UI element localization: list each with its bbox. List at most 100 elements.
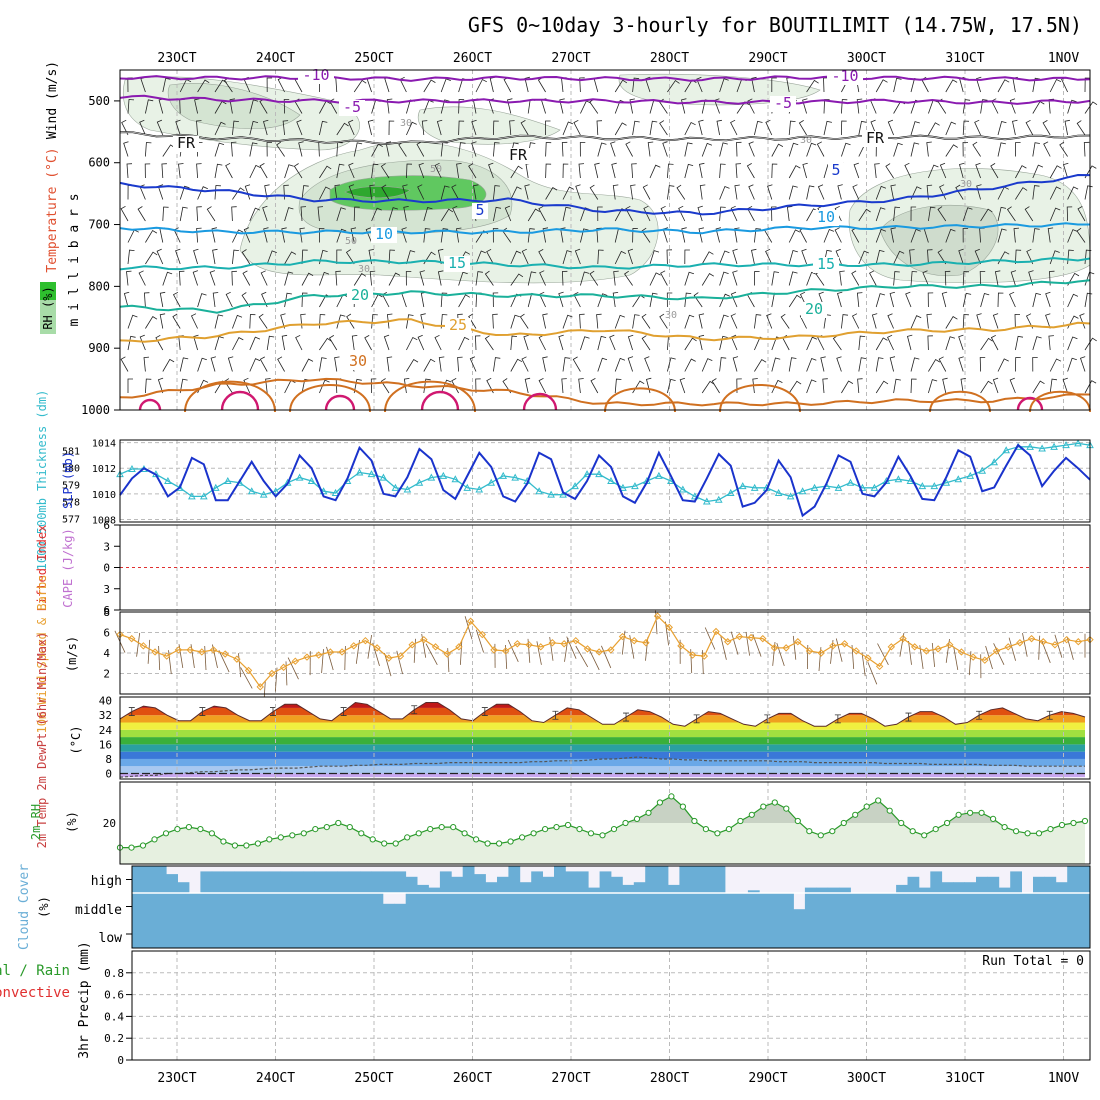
wind-barb	[458, 99, 465, 114]
wind-barb	[630, 184, 636, 200]
wind-speed-point	[946, 641, 954, 649]
cloud-bar	[325, 871, 338, 893]
wind-barb	[545, 120, 551, 136]
wind-barb	[1067, 186, 1079, 200]
wind-barb	[197, 293, 207, 308]
cloud-level-labels: high middle low	[75, 874, 132, 946]
wind-barb	[941, 291, 948, 308]
wind-barb	[249, 142, 258, 157]
wind-speed-point	[992, 647, 1001, 655]
wind-barb	[597, 206, 603, 222]
surface-wind-barb	[396, 650, 403, 675]
contour-label: -5	[774, 94, 792, 112]
cloud-bar	[998, 887, 1011, 893]
wind-barb	[523, 334, 529, 351]
lifted-tick-label: 3	[103, 583, 110, 596]
temp-tick-label: 8	[105, 753, 112, 766]
cloud-bar	[861, 893, 874, 920]
temperature-units: (°C)	[69, 726, 83, 755]
warm-contour	[929, 390, 991, 413]
wind-barb	[893, 77, 902, 93]
wind-speed-point	[279, 663, 288, 672]
temperature-contours: -10 -10 -5 -5 FR FR FR 5 5 10 10 15 15 20 20 25 30	[119, 66, 1091, 413]
wind-barb	[300, 206, 307, 222]
thickness-point	[1038, 444, 1046, 452]
wind-barb	[545, 142, 552, 157]
surface-wind-barb	[1054, 634, 1063, 658]
wind-barb	[421, 120, 428, 136]
cloud-bar	[417, 920, 429, 948]
wind-speed-point	[899, 634, 907, 643]
wind-barb	[365, 227, 372, 243]
wind-barb	[905, 291, 912, 308]
contour-label: 15	[817, 255, 835, 273]
thickness-point	[367, 470, 376, 478]
rh-point	[852, 811, 859, 818]
wind-barb	[214, 142, 225, 157]
rh-contour-label: 30	[800, 135, 812, 146]
wind-barb	[423, 207, 433, 222]
wind-barb	[369, 270, 376, 286]
cloud-bar	[987, 920, 1000, 948]
wind-barb	[767, 184, 773, 200]
minmax-marker	[623, 712, 630, 722]
wind-barb	[509, 120, 515, 136]
contour-label: 25	[449, 316, 467, 334]
wind-barb	[802, 98, 808, 114]
wind-barb	[580, 271, 590, 286]
millibars-label: m i l l i b a r s	[67, 193, 82, 326]
cloud-bar	[565, 871, 578, 893]
cloud-bar	[987, 893, 1000, 920]
wind-barb	[468, 313, 477, 329]
wind-barb	[1062, 377, 1068, 394]
wind-speed-point	[490, 646, 498, 654]
thickness-point	[1026, 442, 1034, 450]
wind-barb	[684, 249, 690, 265]
cloud-bar	[622, 884, 635, 893]
rh-point	[990, 815, 997, 823]
wind-barb	[841, 314, 849, 329]
wind-barb	[590, 378, 599, 394]
wind-barb	[922, 270, 929, 286]
lifted-index-label: Lifted Index	[35, 525, 49, 612]
rh-point	[622, 819, 629, 827]
wind-barb	[684, 314, 695, 329]
wind-barb	[353, 142, 363, 157]
thickness-point	[786, 492, 795, 500]
cloud-bar	[690, 866, 703, 893]
wind-barb	[962, 99, 971, 114]
wind-barb	[231, 270, 237, 286]
wind-barb	[317, 206, 324, 222]
cloud-bar	[428, 887, 441, 893]
rh-area	[618, 73, 821, 106]
thickness-point	[750, 483, 759, 491]
wind-barb	[258, 313, 268, 329]
cloud-bar	[417, 893, 429, 920]
surface-wind-barb	[792, 635, 797, 660]
wind-barb	[504, 205, 512, 222]
wind-barb	[647, 141, 654, 157]
wind-barb	[1062, 162, 1069, 179]
wind-barb	[145, 251, 158, 265]
wind-10m-barbs	[114, 610, 1086, 705]
cloud-bar	[839, 887, 851, 893]
wind-barb	[196, 206, 202, 222]
wind-barb	[730, 119, 738, 136]
contour-15	[119, 257, 1091, 271]
wind-barb	[143, 292, 150, 308]
wind-barb	[589, 184, 599, 200]
wind-barb	[858, 208, 871, 222]
contour-label-bg	[770, 96, 796, 112]
surface-wind-barb	[835, 638, 843, 662]
cloud-bar	[679, 920, 692, 948]
cloud-bar	[1044, 920, 1057, 948]
wind-barb	[521, 356, 529, 372]
wind-barb	[364, 335, 372, 351]
cloud-bar	[633, 920, 646, 948]
contour-label: -10	[831, 67, 858, 85]
wind-barb	[975, 162, 981, 179]
wind-barb	[711, 378, 720, 394]
wind-barb	[172, 313, 181, 329]
wind-speed-point	[724, 638, 732, 646]
wind-barb	[806, 357, 817, 372]
